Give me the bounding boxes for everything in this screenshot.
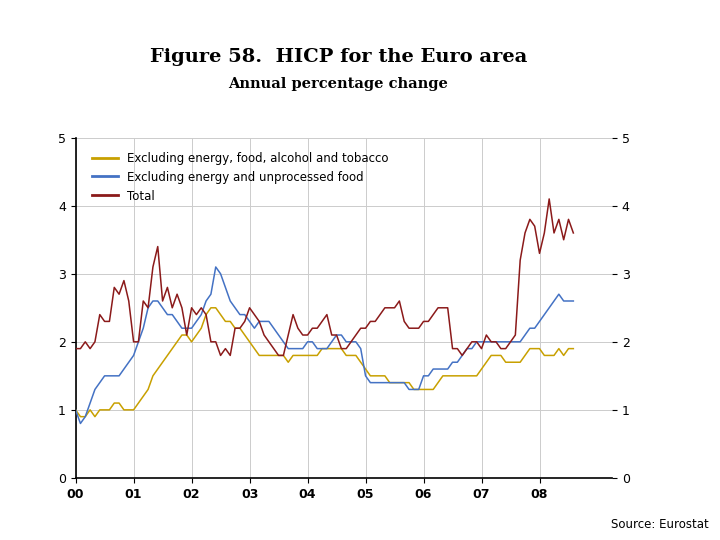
Text: Annual percentage change: Annual percentage change	[228, 77, 449, 91]
Text: Source: Eurostat: Source: Eurostat	[611, 518, 709, 531]
Text: SVERIGES
RIKSBANK: SVERIGES RIKSBANK	[642, 38, 679, 49]
Legend: Excluding energy, food, alcohol and tobacco, Excluding energy and unprocessed fo: Excluding energy, food, alcohol and toba…	[87, 147, 393, 207]
Text: Figure 58.  HICP for the Euro area: Figure 58. HICP for the Euro area	[150, 48, 527, 66]
